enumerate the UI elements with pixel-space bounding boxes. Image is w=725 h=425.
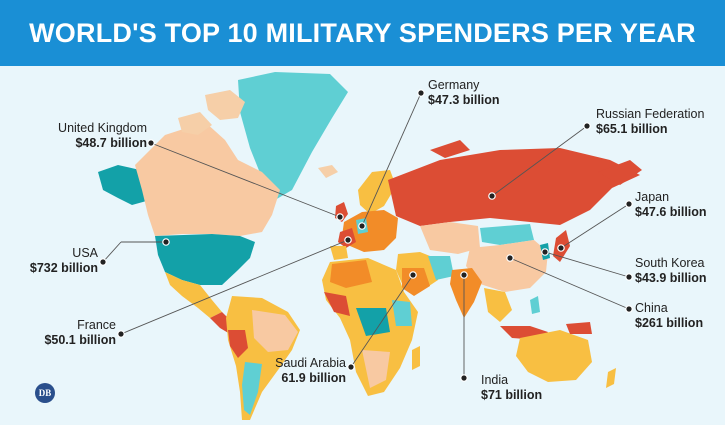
brazil-region [252,310,298,352]
west-africa-region [324,292,350,316]
country-name: Saudi Arabia [275,356,346,370]
iberia-region [330,246,348,260]
marker-south-korea-label [625,273,633,281]
country-value: $47.6 billion [635,205,707,219]
madagascar-region [412,346,420,370]
russia-north-islands [430,140,470,158]
marker-russia [488,192,496,200]
arctic-islands-2 [178,112,212,135]
marker-japan-label [625,200,633,208]
marker-japan [557,244,565,252]
label-russian-federation: Russian Federation $65.1 billion [596,107,704,137]
mexico-region [165,272,222,318]
central-asia-region [420,222,480,254]
philippines-region [530,296,540,314]
png-region [566,322,592,334]
marker-russia-label [583,122,591,130]
argentina-region [242,362,262,415]
europe-region [342,210,398,252]
country-name: USA [72,246,98,260]
country-name: South Korea [635,256,705,270]
country-value: 61.9 billion [281,371,346,385]
label-japan: Japan $47.6 billion [635,190,707,220]
label-india: India $71 billion [481,373,542,403]
marker-south-korea [541,248,549,256]
leader-line-russia [491,125,588,197]
mongolia-region [480,224,534,245]
north-africa-region [330,260,372,288]
marker-saudi-label [347,363,355,371]
marker-usa-label [99,258,107,266]
peru-region [228,330,248,358]
country-value: $48.7 billion [75,136,147,150]
title-banner [0,0,725,66]
marker-uk-label [147,139,155,147]
russia-region [388,148,640,226]
iceland-region [318,165,338,178]
label-china: China $261 billion [635,301,703,331]
country-name: Japan [635,190,670,204]
leader-line-france [120,239,349,335]
country-name: India [481,373,509,387]
country-name: China [635,301,668,315]
australia-region [516,330,592,382]
leader-line-japan [560,203,630,249]
central-africa-region [356,308,390,336]
country-name: United Kingdom [58,121,147,135]
country-value: $43.9 billion [635,271,707,285]
leader-line-usa [102,241,122,263]
new-zealand-region [606,368,616,388]
label-usa: USA $732 billion [10,246,98,276]
country-value: $732 billion [29,261,98,275]
marker-india-label [460,374,468,382]
usa-region [155,234,255,285]
marker-uk [336,213,344,221]
label-germany: Germany $47.3 billion [428,78,500,108]
page-title: WORLD'S TOP 10 MILITARY SPENDERS PER YEA… [29,18,696,48]
country-value: $65.1 billion [596,122,668,136]
southern-africa-region [362,350,390,388]
country-value: $261 billion [635,316,704,330]
marker-france [344,236,352,244]
marker-china [506,254,514,262]
greenland-region [238,72,348,200]
kamchatka-region [598,160,642,185]
marker-france-label [117,330,125,338]
leader-line-saudi [350,274,414,368]
label-south-korea: South Korea $43.9 billion [635,256,707,286]
country-name: Germany [428,78,480,92]
label-france: France $50.1 billion [10,318,116,348]
marker-germany-label [417,89,425,97]
leader-line-south-korea [544,251,630,278]
leader-line-china [509,257,630,310]
country-value: $71 billion [481,388,543,402]
iran-region [428,256,454,280]
saudi-arabia-region [402,268,430,296]
label-united-kingdom: United Kingdom $48.7 billion [10,121,147,151]
arctic-islands [205,90,245,120]
country-name: France [77,318,116,332]
east-africa-region [392,300,412,326]
marker-india [460,271,468,279]
marker-china-label [625,305,633,313]
leader-line-germany [361,92,422,227]
china-region [466,240,548,292]
leader-line-uk [150,142,341,218]
country-value: $47.3 billion [428,93,500,107]
marker-germany [358,222,366,230]
se-asia-region [484,288,512,322]
country-value: $50.1 billion [44,333,116,347]
india-region [450,268,482,318]
label-saudi-arabia: Saudi Arabia 61.9 billion [240,356,346,386]
marker-usa [162,238,170,246]
country-name: Russian Federation [596,107,705,121]
publisher-logo-icon: DB [35,383,55,403]
marker-saudi [409,271,417,279]
